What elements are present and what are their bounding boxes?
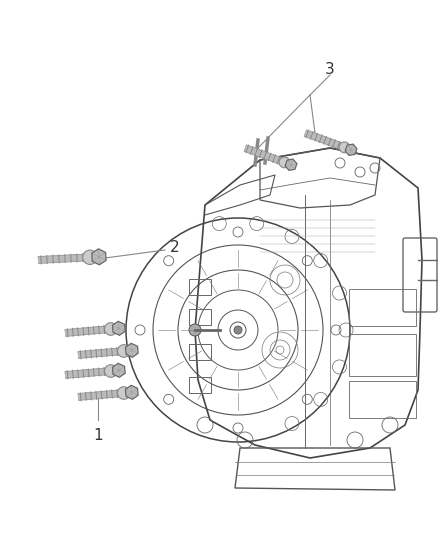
Polygon shape [285,159,297,171]
Text: 1: 1 [93,427,103,442]
Circle shape [83,250,97,264]
Circle shape [105,322,117,335]
Polygon shape [113,364,125,377]
Text: 3: 3 [325,62,335,77]
Circle shape [279,157,290,168]
Polygon shape [125,343,138,357]
Circle shape [105,365,117,377]
Polygon shape [92,249,106,265]
Polygon shape [125,385,138,399]
Polygon shape [345,144,357,156]
Text: 2: 2 [170,240,180,255]
Circle shape [339,142,350,153]
Circle shape [189,324,201,336]
Circle shape [117,345,130,357]
Circle shape [117,386,130,399]
Circle shape [234,326,242,334]
Polygon shape [113,321,125,335]
